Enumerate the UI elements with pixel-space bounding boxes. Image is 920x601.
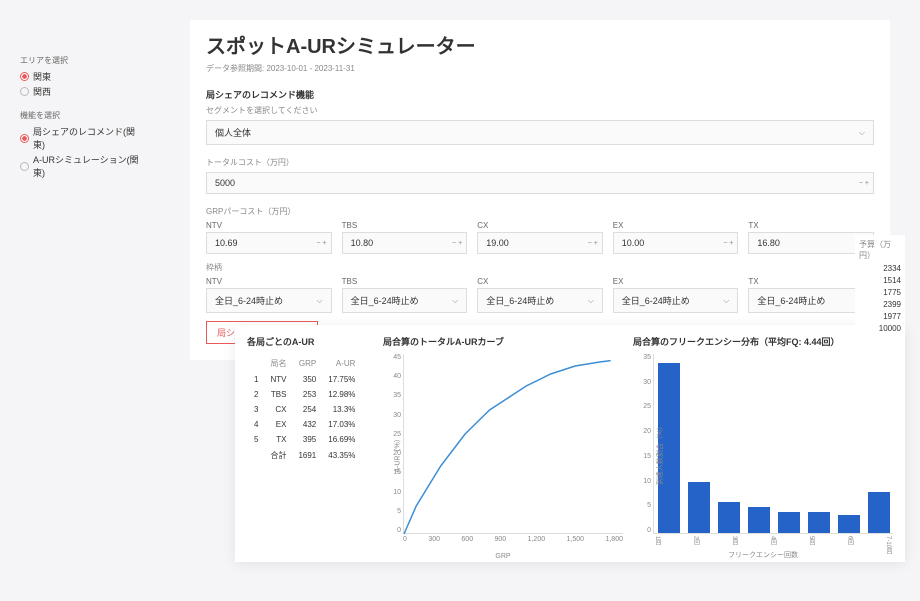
wakume-select-cx[interactable]: 全日_6-24時止め ⌵ <box>477 288 603 313</box>
freq-bar <box>688 482 710 533</box>
budget-value: 2334 <box>859 264 901 273</box>
feature-option-recommend[interactable]: 局シェアのレコメンド(関東) <box>20 125 140 151</box>
station-label: TBS <box>342 277 468 286</box>
page-title: スポットA-URシミュレーター <box>206 30 874 59</box>
freq-bar <box>748 507 770 533</box>
grp-stepper-cx[interactable]: 19.00 −+ <box>477 232 603 254</box>
budget-value: 2399 <box>859 300 901 309</box>
table-row: 1NTV35017.75% <box>249 373 360 386</box>
main-panel: スポットA-URシミュレーター データ参照期間: 2023-10-01 - 20… <box>190 20 890 360</box>
table-title: 各局ごとのA-UR <box>247 335 373 348</box>
wakume-select-tbs[interactable]: 全日_6-24時止め ⌵ <box>342 288 468 313</box>
grp-stepper-ex[interactable]: 10.00 −+ <box>613 232 739 254</box>
wakume-label: 枠柄 <box>206 262 874 273</box>
budget-column: 予算（万円） 2334151417752399197710000 <box>855 235 905 340</box>
results-overlay: 予算（万円） 2334151417752399197710000 各局ごとのA-… <box>235 325 905 562</box>
station-label: CX <box>477 277 603 286</box>
chevron-down-icon: ⌵ <box>317 296 323 306</box>
stepper-up-icon[interactable]: + <box>865 180 869 187</box>
station-label: EX <box>613 277 739 286</box>
freq-bar <box>838 515 860 533</box>
sidebar: エリアを選択 関東 関西 機能を選択 局シェアのレコメンド(関東) A-URシミ… <box>20 55 140 191</box>
stepper-up-icon[interactable]: + <box>458 240 462 247</box>
budget-value: 1775 <box>859 288 901 297</box>
stepper-down-icon[interactable]: − <box>316 240 320 247</box>
grp-stepper-tbs[interactable]: 10.80 −+ <box>342 232 468 254</box>
area-option-kanto[interactable]: 関東 <box>20 70 140 83</box>
table-row: 合計169143.35% <box>249 448 360 463</box>
aur-table: 局名GRPA-UR1NTV35017.75%2TBS25312.98%3CX25… <box>247 354 362 465</box>
stepper-up-icon[interactable]: + <box>323 240 327 247</box>
stepper-down-icon[interactable]: − <box>452 240 456 247</box>
freq-title: 局合算のフリークエンシー分布（平均FQ: 4.44回） <box>633 335 893 348</box>
total-cost-stepper[interactable]: 5000 −+ <box>206 172 874 194</box>
chevron-down-icon: ⌵ <box>859 128 865 138</box>
grp-stepper-ntv[interactable]: 10.69 −+ <box>206 232 332 254</box>
stepper-down-icon[interactable]: − <box>723 240 727 247</box>
grp-cost-label: GRPパーコスト（万円） <box>206 206 874 217</box>
freq-bar <box>718 502 740 533</box>
chevron-down-icon: ⌵ <box>452 296 458 306</box>
table-row: 3CX25413.3% <box>249 403 360 416</box>
stepper-down-icon[interactable]: − <box>859 180 863 187</box>
curve-title: 局合算のトータルA-URカーブ <box>383 335 623 348</box>
freq-bar <box>868 492 890 533</box>
radio-icon <box>20 87 29 96</box>
stepper-up-icon[interactable]: + <box>729 240 733 247</box>
stepper-up-icon[interactable]: + <box>594 240 598 247</box>
station-label: TX <box>748 221 874 230</box>
segment-hint: セグメントを選択してください <box>206 105 874 116</box>
station-label: EX <box>613 221 739 230</box>
station-label: TBS <box>342 221 468 230</box>
table-row: 4EX43217.03% <box>249 418 360 431</box>
station-label: NTV <box>206 221 332 230</box>
chevron-down-icon: ⌵ <box>723 296 729 306</box>
freq-bar <box>778 512 800 533</box>
recommend-section-title: 局シェアのレコメンド機能 <box>206 88 874 101</box>
feature-option-sim[interactable]: A-URシミュレーション(関東) <box>20 153 140 179</box>
date-range: データ参照期間: 2023-10-01 - 2023-11-31 <box>206 63 874 74</box>
budget-value: 10000 <box>859 324 901 333</box>
aur-curve-chart: 454035302520151050 03006009001,2001,5001… <box>383 354 623 554</box>
freq-bar-chart: 35302520151050 1回2回3回4回5回6回7-10回 到達人数割合（… <box>633 354 893 554</box>
budget-value: 1514 <box>859 276 901 285</box>
radio-selected-icon <box>20 72 29 81</box>
radio-icon <box>20 162 29 171</box>
feature-title: 機能を選択 <box>20 110 140 121</box>
stepper-down-icon[interactable]: − <box>588 240 592 247</box>
freq-bar <box>808 512 830 533</box>
station-label: CX <box>477 221 603 230</box>
radio-selected-icon <box>20 134 29 143</box>
total-cost-label: トータルコスト（万円） <box>206 157 874 168</box>
station-label: NTV <box>206 277 332 286</box>
budget-value: 1977 <box>859 312 901 321</box>
area-title: エリアを選択 <box>20 55 140 66</box>
wakume-select-ntv[interactable]: 全日_6-24時止め ⌵ <box>206 288 332 313</box>
table-row: 5TX39516.69% <box>249 433 360 446</box>
table-row: 2TBS25312.98% <box>249 388 360 401</box>
chevron-down-icon: ⌵ <box>588 296 594 306</box>
segment-select[interactable]: 個人全体 ⌵ <box>206 120 874 145</box>
wakume-select-ex[interactable]: 全日_6-24時止め ⌵ <box>613 288 739 313</box>
area-option-kansai[interactable]: 関西 <box>20 85 140 98</box>
